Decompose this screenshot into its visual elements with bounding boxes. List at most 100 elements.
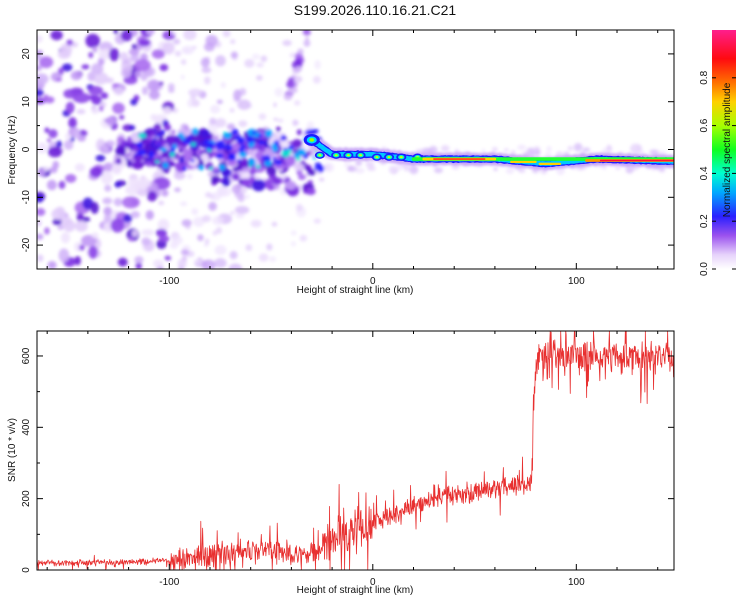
spectrogram-blob <box>70 70 82 81</box>
spectrogram-blob <box>290 230 297 236</box>
spectrogram-blob <box>582 147 591 153</box>
spectrogram-blob <box>134 256 144 264</box>
spectrogram-blob <box>235 212 245 219</box>
spectrogram-blob <box>104 184 112 192</box>
figure-title: S199.2026.110.16.21.C21 <box>293 2 457 18</box>
spectrogram-blob <box>295 203 303 212</box>
spectrogram-blob <box>128 236 135 242</box>
spectrogram-blob <box>165 134 177 145</box>
spectrogram-blob <box>287 145 295 150</box>
ridge-knot-hot <box>387 156 391 159</box>
spectrogram-blob <box>203 76 211 85</box>
spectrogram-blob <box>91 107 100 115</box>
spectrogram-blob <box>103 206 112 216</box>
spectrogram-blob <box>177 132 184 138</box>
spectrogram-blob <box>246 136 255 144</box>
spectrogram-blob <box>76 212 84 223</box>
spectrogram-blob <box>213 135 219 141</box>
spectrogram-blob <box>267 184 275 191</box>
spectrogram-blob <box>109 48 120 62</box>
spectrogram-blob <box>132 160 144 170</box>
spectrogram-blob <box>215 226 223 234</box>
spectrogram-blob <box>154 160 160 164</box>
spectrogram-blob <box>191 127 199 136</box>
spectrogram-blob <box>128 48 140 56</box>
spectrogram-blob <box>180 201 188 206</box>
spectrogram-blob <box>281 150 290 158</box>
spectrogram-blob <box>306 187 316 196</box>
spectrogram-blob <box>150 132 157 137</box>
spectrogram-blob <box>148 89 160 100</box>
spectrogram-blob <box>534 149 541 156</box>
spectrogram-blob <box>197 164 205 171</box>
spectrogram-blob <box>61 63 73 72</box>
spectrogram-blob <box>218 187 232 197</box>
spectrogram-blob <box>102 145 110 154</box>
snr-frame <box>36 330 675 571</box>
spectrogram-blob <box>63 140 74 151</box>
colorbar-title: Normalized spectral amplitude <box>722 82 733 217</box>
ridge-onset-hot <box>309 138 315 142</box>
spectrogram-blob <box>179 156 185 164</box>
spectrogram-blob <box>533 146 541 151</box>
spectrogram-blob <box>61 216 72 227</box>
ridge-knot-hot <box>346 154 350 157</box>
spectrogram-blob <box>38 168 46 177</box>
spectrogram-blob <box>134 70 142 78</box>
spectrogram-blob <box>181 45 195 55</box>
spectrogram-blob <box>60 232 71 244</box>
spectrogram-blob <box>110 218 125 233</box>
spectrogram-blob <box>241 178 251 187</box>
spectrogram-x-tick-label: 100 <box>568 276 585 287</box>
spectrogram-blob <box>121 140 128 145</box>
spectrogram-blob <box>180 59 187 65</box>
spectrogram-blob <box>274 87 284 97</box>
spectrogram-blob <box>37 142 48 154</box>
spectrogram-blob <box>277 118 284 123</box>
spectrogram-blob <box>85 33 101 48</box>
spectrogram-blob <box>37 88 44 97</box>
spectrogram-blob <box>143 156 148 162</box>
spectrogram-blob <box>503 148 509 152</box>
spectrogram-blob <box>120 67 132 78</box>
spectrogram-blob <box>91 63 104 75</box>
spectrogram-blob <box>74 163 85 172</box>
spectrogram-blob <box>299 234 308 242</box>
spectrogram-blob <box>297 48 304 55</box>
spectrogram-blob <box>526 147 535 158</box>
spectrogram-blob <box>158 135 164 142</box>
spectrogram-blob <box>81 64 90 70</box>
spectrogram-blob <box>221 176 231 187</box>
spectrogram-blob <box>250 161 256 166</box>
spectrogram-blob <box>113 197 123 207</box>
spectrogram-blob <box>244 59 255 68</box>
spectrogram-blob <box>135 261 142 269</box>
spectrogram-blob <box>282 39 292 47</box>
spectrogram-blob <box>146 30 156 35</box>
spectrogram-blob <box>365 161 375 168</box>
spectrogram-blob <box>47 260 57 269</box>
snr-x-tick-label: 0 <box>370 577 376 588</box>
spectrogram-blob <box>215 140 226 149</box>
spectrogram-blob <box>273 117 278 121</box>
spectrogram-blob <box>272 176 282 185</box>
snr-y-tick-label: 600 <box>21 347 32 364</box>
spectrogram-blob <box>51 208 66 220</box>
spectrogram-blob <box>93 72 109 85</box>
spectrogram-blob <box>57 49 71 59</box>
spectrogram-blob <box>55 140 63 149</box>
spectrogram-blob <box>183 151 193 162</box>
colorbar-tick-label: 0.0 <box>699 262 710 276</box>
spectrogram-blob <box>187 135 193 139</box>
spectrogram-blob <box>160 129 166 134</box>
spectrogram-blob <box>546 146 552 152</box>
spectrogram-blob <box>87 71 96 82</box>
spectrogram-blob <box>245 244 253 252</box>
spectrogram-blob <box>230 39 236 45</box>
spectrogram-blob <box>157 218 170 232</box>
spectrogram-blob <box>128 177 141 188</box>
spectrogram-blob <box>105 116 116 126</box>
spectrogram-blob <box>65 173 77 183</box>
snr-background <box>37 331 674 570</box>
